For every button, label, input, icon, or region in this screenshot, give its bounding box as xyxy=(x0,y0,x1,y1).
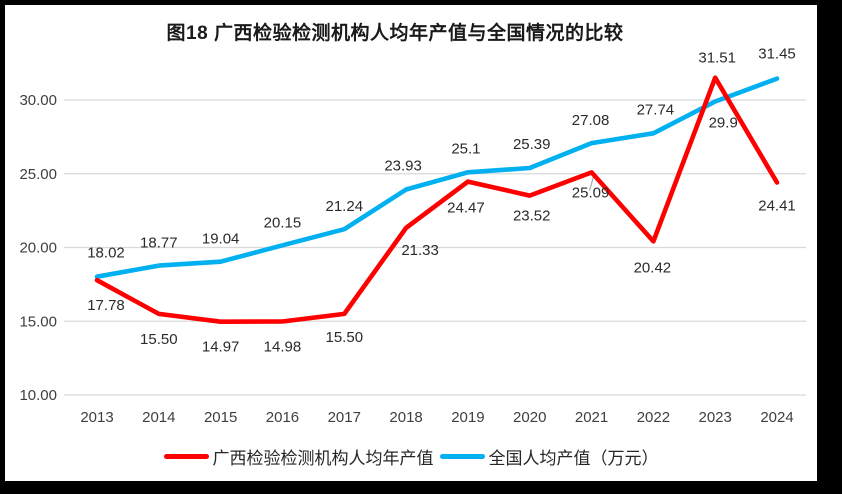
data-label: 24.47 xyxy=(447,200,485,217)
y-axis-tick-label: 25.00 xyxy=(19,166,57,183)
x-axis-tick-label: 2017 xyxy=(328,409,361,426)
x-axis-tick-label: 2019 xyxy=(451,409,484,426)
data-label: 27.74 xyxy=(637,101,675,118)
data-label: 20.15 xyxy=(264,214,302,231)
data-label: 18.77 xyxy=(140,235,178,252)
x-axis-tick-label: 2014 xyxy=(142,409,175,426)
data-label: 23.93 xyxy=(384,158,422,175)
data-label: 15.50 xyxy=(326,329,364,346)
data-label: 25.09 xyxy=(572,184,610,201)
x-axis-tick-label: 2024 xyxy=(760,409,793,426)
x-axis-tick-label: 2018 xyxy=(389,409,422,426)
data-label: 23.52 xyxy=(513,208,551,225)
series-line-guangxi xyxy=(94,75,780,325)
x-axis-tick-label: 2020 xyxy=(513,409,546,426)
data-label: 27.08 xyxy=(572,112,610,129)
red-line-swatch-icon xyxy=(163,453,209,459)
y-axis-tick-label: 10.00 xyxy=(19,387,57,404)
data-label: 14.98 xyxy=(264,339,302,356)
data-label-leader-line xyxy=(588,176,595,191)
data-label: 24.41 xyxy=(758,197,796,214)
data-label: 14.97 xyxy=(202,339,240,356)
chart-title: 图18 广西检验检测机构人均年产值与全国情况的比较 xyxy=(166,23,624,44)
data-label: 31.45 xyxy=(758,46,796,63)
y-axis-tick-label: 20.00 xyxy=(19,240,57,257)
data-label: 18.02 xyxy=(87,245,125,262)
data-label: 21.24 xyxy=(326,198,364,215)
x-axis-tick-label: 2016 xyxy=(266,409,299,426)
x-axis-tick-label: 2013 xyxy=(80,409,113,426)
data-label: 15.50 xyxy=(140,331,178,348)
legend-item-guangxi: 广西检验检测机构人均年产值 xyxy=(163,444,434,469)
y-axis-tick-label: 15.00 xyxy=(19,313,57,330)
y-axis-tick-label: 30.00 xyxy=(19,92,57,109)
data-label: 31.51 xyxy=(698,50,736,67)
data-label: 21.33 xyxy=(401,242,439,259)
blue-line-swatch-icon xyxy=(439,453,485,459)
chart-background xyxy=(5,5,817,481)
data-label: 17.78 xyxy=(87,297,125,314)
data-label: 20.42 xyxy=(634,259,672,276)
legend-label-national: 全国人均产值（万元） xyxy=(488,448,659,468)
series-line-national xyxy=(94,76,780,280)
data-label: 25.39 xyxy=(513,136,551,153)
legend-item-national: 全国人均产值（万元） xyxy=(439,444,659,469)
legend-label-guangxi: 广西检验检测机构人均年产值 xyxy=(212,448,434,468)
x-axis-tick-label: 2021 xyxy=(575,409,608,426)
data-label: 29.9 xyxy=(709,114,738,131)
data-label: 19.04 xyxy=(202,231,240,248)
x-axis-tick-label: 2023 xyxy=(699,409,732,426)
data-label: 25.1 xyxy=(451,140,480,157)
chart-legend: 广西检验检测机构人均年产值 全国人均产值（万元） xyxy=(5,444,817,468)
x-axis-tick-label: 2015 xyxy=(204,409,237,426)
x-axis-tick-label: 2022 xyxy=(637,409,670,426)
